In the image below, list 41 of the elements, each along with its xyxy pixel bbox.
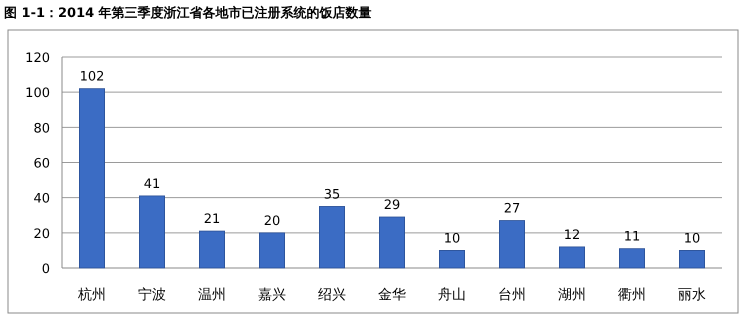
data-label: 41 <box>144 176 160 192</box>
bar <box>619 248 645 268</box>
bar <box>559 246 585 268</box>
y-tick-label: 60 <box>33 156 50 172</box>
x-tick-label: 金华 <box>378 287 406 303</box>
x-tick-label: 嘉兴 <box>258 287 286 303</box>
y-tick-label: 100 <box>25 86 50 102</box>
data-label: 11 <box>624 230 640 245</box>
data-label: 21 <box>204 212 220 228</box>
y-tick-label: 120 <box>25 51 50 66</box>
data-label: 10 <box>684 231 700 246</box>
y-tick-label: 80 <box>33 121 50 136</box>
data-label: 27 <box>504 202 520 217</box>
x-tick-label: 宁波 <box>138 287 166 303</box>
data-label: 10 <box>444 231 460 246</box>
data-label: 12 <box>564 228 580 243</box>
bar <box>199 230 225 268</box>
bar <box>679 250 705 268</box>
x-tick-label: 衢州 <box>618 287 646 303</box>
bar <box>319 206 345 268</box>
y-tick-label: 40 <box>33 192 50 207</box>
data-label: 29 <box>384 198 400 214</box>
bar <box>499 220 525 268</box>
bar <box>439 250 465 268</box>
x-tick-label: 温州 <box>198 287 226 303</box>
bar <box>379 216 405 268</box>
x-tick-label: 台州 <box>498 287 526 303</box>
y-tick-label: 20 <box>33 226 50 242</box>
x-tick-label: 杭州 <box>77 287 106 303</box>
data-label: 35 <box>324 187 340 202</box>
data-label: 102 <box>80 70 104 85</box>
y-tick-label: 0 <box>42 262 50 277</box>
data-label: 20 <box>264 214 280 229</box>
x-tick-label: 湖州 <box>558 287 586 303</box>
x-tick-label: 丽水 <box>678 287 706 303</box>
x-tick-label: 绍兴 <box>318 287 346 303</box>
x-tick-label: 舟山 <box>438 287 466 303</box>
bar <box>79 88 105 268</box>
chart-title: 图 1-1：2014 年第三季度浙江省各地市已注册系统的饭店数量 <box>4 5 372 21</box>
bar <box>139 196 165 268</box>
bar <box>259 232 285 268</box>
